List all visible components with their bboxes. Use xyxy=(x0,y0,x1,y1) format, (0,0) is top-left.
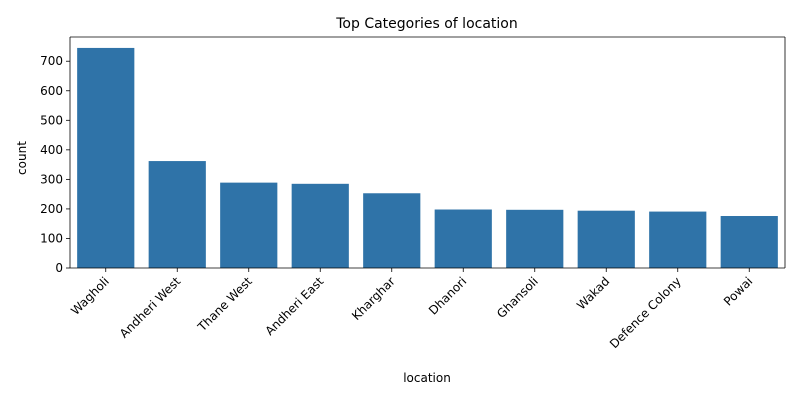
bar-wakad xyxy=(577,210,635,268)
bar-powai xyxy=(720,216,778,268)
y-tick-label: 700 xyxy=(40,54,63,68)
bar-dhanori xyxy=(434,209,492,268)
y-tick-label: 600 xyxy=(40,84,63,98)
y-tick-label: 200 xyxy=(40,202,63,216)
x-tick-label: Kharghar xyxy=(349,274,398,323)
y-tick-label: 500 xyxy=(40,113,63,127)
y-tick-label: 100 xyxy=(40,231,63,245)
chart-title: Top Categories of location xyxy=(335,16,517,32)
x-tick-label: Wagholi xyxy=(68,274,112,318)
bar-andheri-west xyxy=(148,161,206,268)
y-tick-label: 0 xyxy=(55,261,63,275)
y-tick-label: 300 xyxy=(40,172,63,186)
x-axis: Wagholi Andheri West Thane West Andheri Eas… xyxy=(68,268,755,351)
bars-group xyxy=(77,47,778,268)
x-tick-label: Wakad xyxy=(574,274,612,312)
bar-ghansoli xyxy=(506,209,564,268)
x-tick-label: Thane West xyxy=(194,274,255,335)
x-tick-label: Ghansoli xyxy=(494,274,541,321)
x-axis-title: location xyxy=(403,371,451,385)
y-tick-label: 400 xyxy=(40,143,63,157)
y-axis: 0 100 200 300 400 500 600 700 xyxy=(40,36,786,275)
bar-andheri-east xyxy=(291,183,349,268)
x-tick-label: Andheri East xyxy=(262,274,326,338)
x-tick-label: Powai xyxy=(721,274,755,308)
x-tick-label: Andheri West xyxy=(117,274,184,341)
bar-kharghar xyxy=(363,193,421,268)
bar-wagholi xyxy=(77,47,135,268)
bar-thane-west xyxy=(220,182,278,268)
x-tick-label: Defence Colony xyxy=(607,274,684,351)
y-axis-title: count xyxy=(15,141,29,175)
bar-defence-colony xyxy=(649,211,707,268)
x-tick-label: Dhanori xyxy=(426,274,469,317)
